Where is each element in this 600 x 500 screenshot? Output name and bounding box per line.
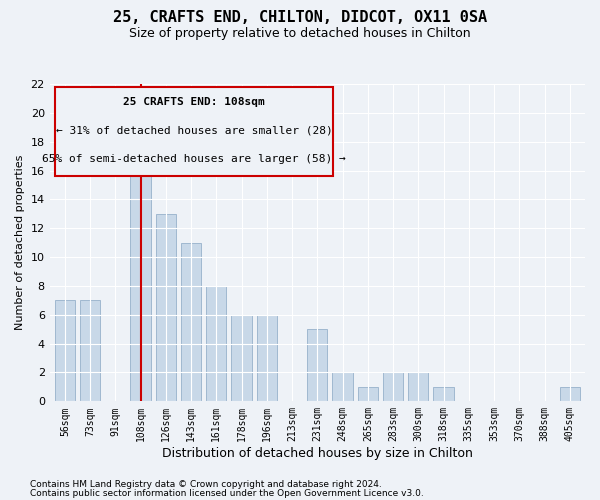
X-axis label: Distribution of detached houses by size in Chilton: Distribution of detached houses by size …	[162, 447, 473, 460]
Text: Contains public sector information licensed under the Open Government Licence v3: Contains public sector information licen…	[30, 488, 424, 498]
Text: ← 31% of detached houses are smaller (28): ← 31% of detached houses are smaller (28…	[56, 126, 332, 136]
Text: 65% of semi-detached houses are larger (58) →: 65% of semi-detached houses are larger (…	[43, 154, 346, 164]
Y-axis label: Number of detached properties: Number of detached properties	[15, 155, 25, 330]
Bar	[408, 372, 428, 402]
Bar	[206, 286, 226, 402]
Bar	[130, 142, 151, 402]
Text: Contains HM Land Registry data © Crown copyright and database right 2024.: Contains HM Land Registry data © Crown c…	[30, 480, 382, 489]
Bar	[358, 387, 378, 402]
Text: 25 CRAFTS END: 108sqm: 25 CRAFTS END: 108sqm	[124, 96, 265, 106]
Bar	[560, 387, 580, 402]
Bar	[80, 300, 100, 402]
Bar	[156, 214, 176, 402]
Bar	[232, 315, 251, 402]
Bar	[181, 242, 201, 402]
Bar	[383, 372, 403, 402]
Bar	[257, 315, 277, 402]
Text: Size of property relative to detached houses in Chilton: Size of property relative to detached ho…	[129, 28, 471, 40]
FancyBboxPatch shape	[55, 87, 334, 176]
Bar	[332, 372, 353, 402]
Bar	[433, 387, 454, 402]
Bar	[307, 329, 328, 402]
Text: 25, CRAFTS END, CHILTON, DIDCOT, OX11 0SA: 25, CRAFTS END, CHILTON, DIDCOT, OX11 0S…	[113, 10, 487, 25]
Bar	[55, 300, 75, 402]
